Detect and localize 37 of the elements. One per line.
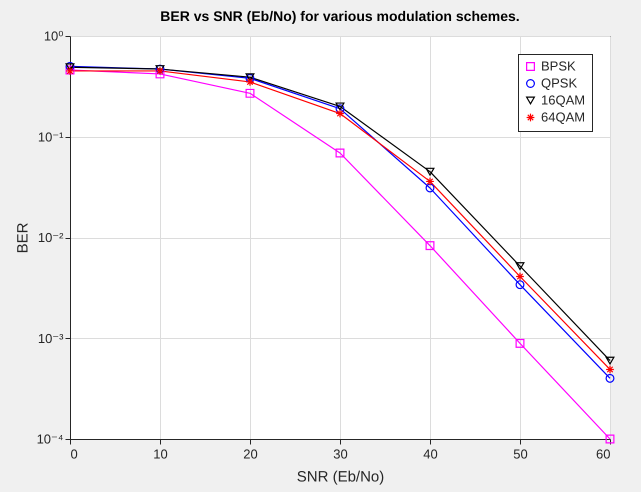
point: [516, 338, 524, 348]
y-tick-label: 10⁻¹: [38, 129, 64, 144]
x-tick-label: 30: [333, 446, 348, 462]
y-tick-label: 10⁻²: [38, 230, 64, 245]
point: [156, 69, 164, 78]
x-tick-label: 50: [513, 446, 528, 462]
x-tick-label: 60: [596, 446, 610, 462]
point: [516, 262, 524, 270]
point: [606, 356, 614, 365]
point: [336, 104, 344, 114]
y-tick-label: 10⁻⁴: [36, 432, 64, 446]
point: [426, 241, 434, 250]
legend-label: BPSK: [541, 58, 576, 74]
x-tick-label: 40: [423, 446, 438, 462]
point: [246, 77, 254, 86]
y-tick-label: 10⁻³: [38, 330, 64, 346]
point: [246, 88, 254, 98]
point: [516, 280, 524, 290]
point: [516, 272, 524, 281]
point: [336, 109, 344, 118]
y-tick-label: 10⁰: [44, 28, 64, 44]
chart-title: BER vs SNR (Eb/No) for various modulation schemes.: [160, 8, 520, 24]
x-tick-label: 20: [243, 446, 258, 462]
point: [606, 374, 614, 383]
x-axis-title: SNR (Eb/No): [296, 468, 384, 486]
point: [426, 176, 434, 186]
x-tick-label: 10: [153, 446, 168, 462]
point: [336, 102, 344, 110]
y-axis-title: BER: [14, 222, 32, 254]
legend-label: 16QAM: [541, 92, 586, 108]
point: [336, 148, 344, 158]
x-tick-label: 0: [70, 446, 78, 462]
legend-label: QPSK: [541, 76, 578, 90]
point: [426, 168, 434, 176]
point: [606, 364, 614, 374]
point: [426, 184, 434, 192]
legend-label: 64QAM: [541, 110, 586, 124]
